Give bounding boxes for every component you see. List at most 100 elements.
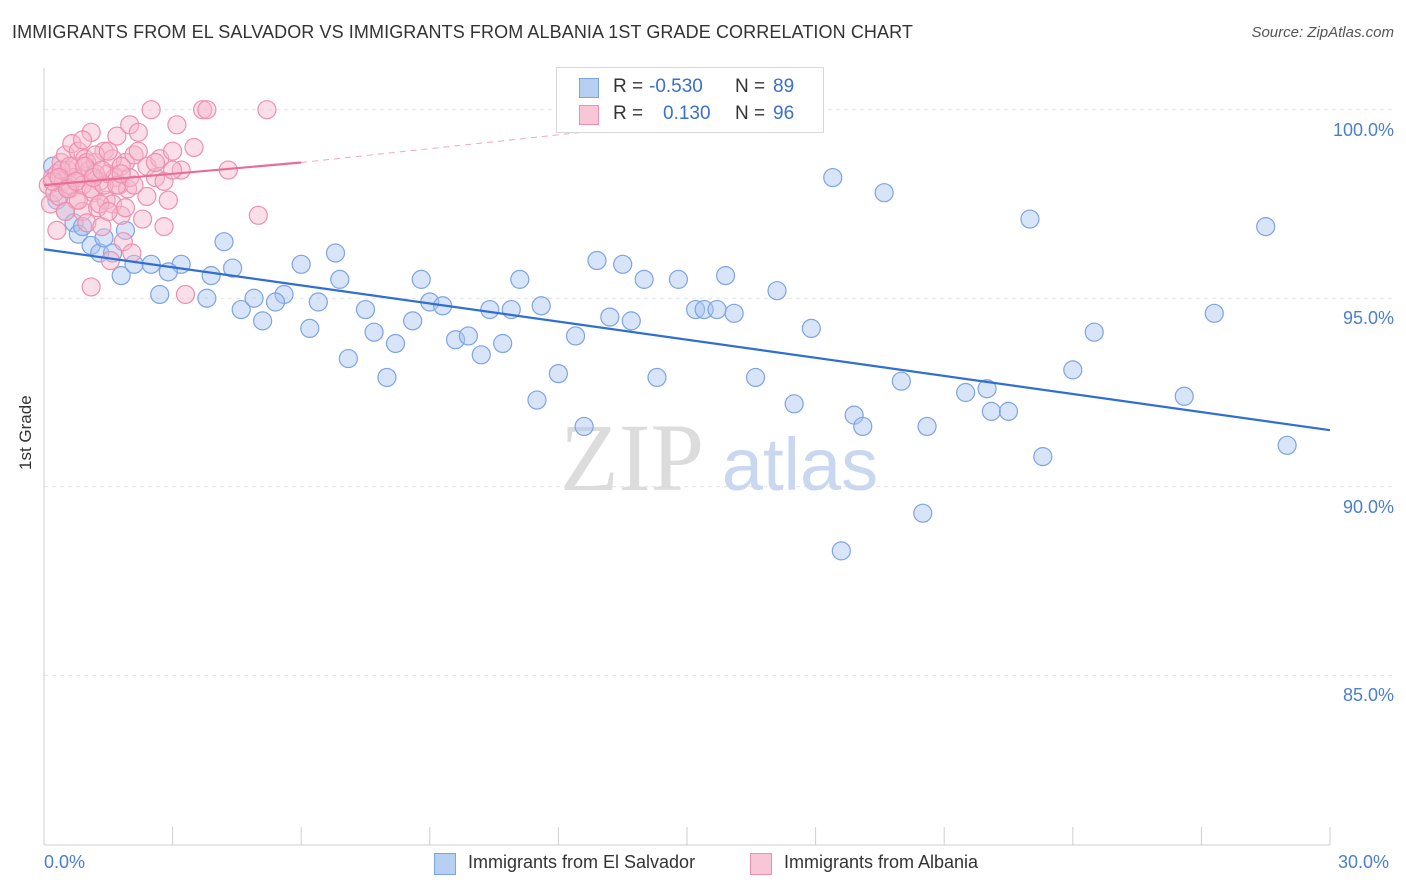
data-point-albania [64, 156, 84, 176]
data-point-el-salvador [548, 364, 569, 384]
series-el-salvador-points [42, 111, 1297, 561]
data-point-albania [154, 217, 174, 237]
data-point-el-salvador [527, 390, 547, 410]
data-point-albania [122, 243, 142, 263]
data-point-el-salvador [600, 307, 620, 327]
trend-line-el-salvador [43, 248, 1331, 432]
y-tick-label: 85.0% [1342, 685, 1394, 706]
bottom-legend-label: Immigrants from Albania [784, 852, 979, 872]
data-point-el-salvador [634, 269, 654, 289]
data-point-el-salvador [1277, 435, 1297, 455]
legend-r-value: -0.530 [649, 76, 703, 97]
data-point-el-salvador [510, 269, 530, 289]
data-point-el-salvador [1020, 209, 1040, 229]
chart-title: IMMIGRANTS FROM EL SALVADOR VS IMMIGRANT… [12, 22, 914, 42]
data-point-el-salvador [325, 243, 346, 263]
data-point-albania [72, 201, 93, 222]
data-point-el-salvador [917, 416, 937, 437]
data-point-el-salvador [745, 367, 766, 388]
y-tick-label: 95.0% [1342, 308, 1394, 329]
series-albania-points [38, 100, 277, 305]
data-point-albania [184, 137, 204, 158]
data-point-el-salvador [565, 326, 586, 346]
data-point-el-salvador [715, 266, 736, 286]
data-point-el-salvador [784, 394, 804, 414]
stats-legend: R = -0.530 N = 89 R = 0.130 N = 96 [556, 67, 824, 133]
y-axis-label: 1st Grade [16, 395, 35, 470]
data-point-el-salvador [1063, 360, 1083, 380]
x-tick-label-min: 0.0% [44, 852, 86, 872]
data-point-el-salvador [385, 333, 406, 354]
legend-swatch-blue [579, 78, 599, 98]
y-tick-label: 90.0% [1342, 496, 1394, 517]
data-point-albania [62, 134, 82, 154]
data-point-el-salvador [330, 269, 350, 289]
data-point-el-salvador [998, 401, 1019, 421]
grid-lines [44, 109, 1392, 676]
data-point-el-salvador [364, 322, 384, 342]
data-point-albania [141, 100, 161, 120]
data-point-el-salvador [1204, 303, 1224, 323]
legend-n-value: 89 [773, 76, 795, 97]
data-point-el-salvador [981, 401, 1001, 421]
data-point-el-salvador [265, 292, 286, 312]
data-point-el-salvador [231, 299, 251, 320]
data-point-el-salvador [197, 288, 217, 308]
data-point-albania [163, 141, 183, 161]
data-point-el-salvador [767, 281, 787, 301]
data-point-el-salvador [531, 296, 551, 316]
data-point-albania [55, 201, 76, 222]
data-point-el-salvador [111, 266, 131, 286]
data-point-albania [137, 186, 157, 207]
data-point-el-salvador [1033, 447, 1053, 467]
data-point-el-salvador [1084, 322, 1104, 342]
source-label: Source: ZipAtlas.com [1251, 24, 1394, 41]
data-point-el-salvador [621, 311, 641, 331]
data-point-el-salvador [574, 416, 594, 437]
data-point-el-salvador [411, 269, 431, 289]
data-point-el-salvador [445, 330, 466, 350]
bottom-legend-swatch-pink [750, 853, 772, 875]
data-point-el-salvador [308, 292, 328, 312]
data-point-el-salvador [647, 367, 667, 388]
legend-n-value: 96 [773, 103, 795, 124]
data-point-albania [158, 190, 178, 210]
data-point-el-salvador [874, 183, 894, 203]
data-point-albania [257, 100, 277, 120]
data-point-el-salvador [891, 371, 911, 391]
data-point-el-salvador [668, 269, 689, 289]
data-point-albania [77, 213, 97, 233]
data-point-el-salvador [471, 345, 491, 365]
legend-n-label: N = [735, 76, 766, 97]
data-point-el-salvador [853, 416, 873, 437]
data-point-el-salvador [913, 503, 933, 523]
data-point-albania [132, 209, 153, 229]
watermark-zip: ZIP [560, 404, 704, 511]
data-point-el-salvador [613, 254, 633, 274]
data-point-el-salvador [823, 167, 843, 188]
data-point-el-salvador [480, 299, 500, 320]
data-point-el-salvador [707, 299, 727, 320]
bottom-legend-label: Immigrants from El Salvador [468, 852, 696, 872]
data-point-albania [92, 160, 112, 180]
data-point-albania [128, 122, 148, 142]
data-point-el-salvador [355, 299, 376, 320]
data-point-albania [128, 141, 148, 161]
data-point-albania [98, 201, 118, 222]
legend-r-label: R = [613, 76, 644, 97]
data-point-albania [98, 141, 118, 161]
data-point-el-salvador [201, 266, 221, 286]
data-point-el-salvador [214, 232, 234, 252]
data-point-albania [175, 284, 196, 305]
data-point-el-salvador [338, 348, 358, 369]
data-point-albania [167, 115, 187, 135]
legend-swatch-pink [579, 105, 599, 125]
trend-line-albania [43, 161, 302, 187]
data-point-el-salvador [458, 326, 478, 346]
data-point-el-salvador [801, 318, 821, 339]
data-point-el-salvador [977, 379, 997, 399]
data-point-el-salvador [403, 311, 423, 331]
data-point-albania [197, 100, 217, 120]
data-point-albania [47, 220, 67, 240]
data-point-albania [193, 100, 213, 120]
